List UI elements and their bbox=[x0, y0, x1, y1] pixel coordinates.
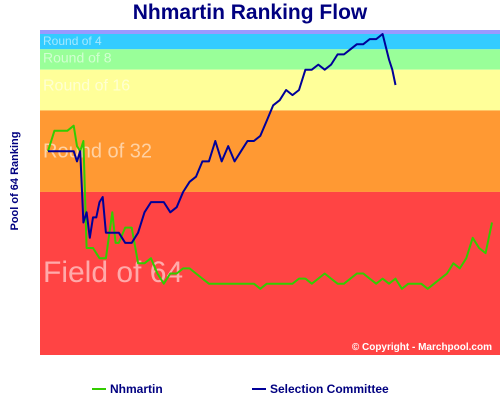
band-label-round-of-16: Round of 16 bbox=[43, 78, 130, 95]
band-label-round-of-32: Round of 32 bbox=[43, 140, 152, 162]
band-top-strip bbox=[40, 30, 500, 34]
series-line-selection-committee bbox=[48, 33, 397, 244]
band-label-round-of-8: Round of 8 bbox=[43, 49, 112, 65]
band-round-of-4 bbox=[40, 34, 500, 50]
band-round-of-16 bbox=[40, 69, 500, 111]
band-round-of-32 bbox=[40, 110, 500, 192]
band-field-of-64 bbox=[40, 191, 500, 355]
series-line-nhmartin bbox=[47, 124, 493, 290]
band-label-round-of-4: Round of 4 bbox=[43, 34, 102, 48]
legend-label-nhmartin: Nhmartin bbox=[110, 382, 163, 396]
chart-title: Nhmartin Ranking Flow bbox=[132, 1, 368, 24]
legend-label-selection-committee: Selection Committee bbox=[270, 382, 389, 396]
band-round-of-8 bbox=[40, 49, 500, 70]
copyright-text: © Copyright - Marchpool.com bbox=[352, 342, 492, 353]
band-label-field-of-64: Field of 64 bbox=[43, 256, 183, 289]
